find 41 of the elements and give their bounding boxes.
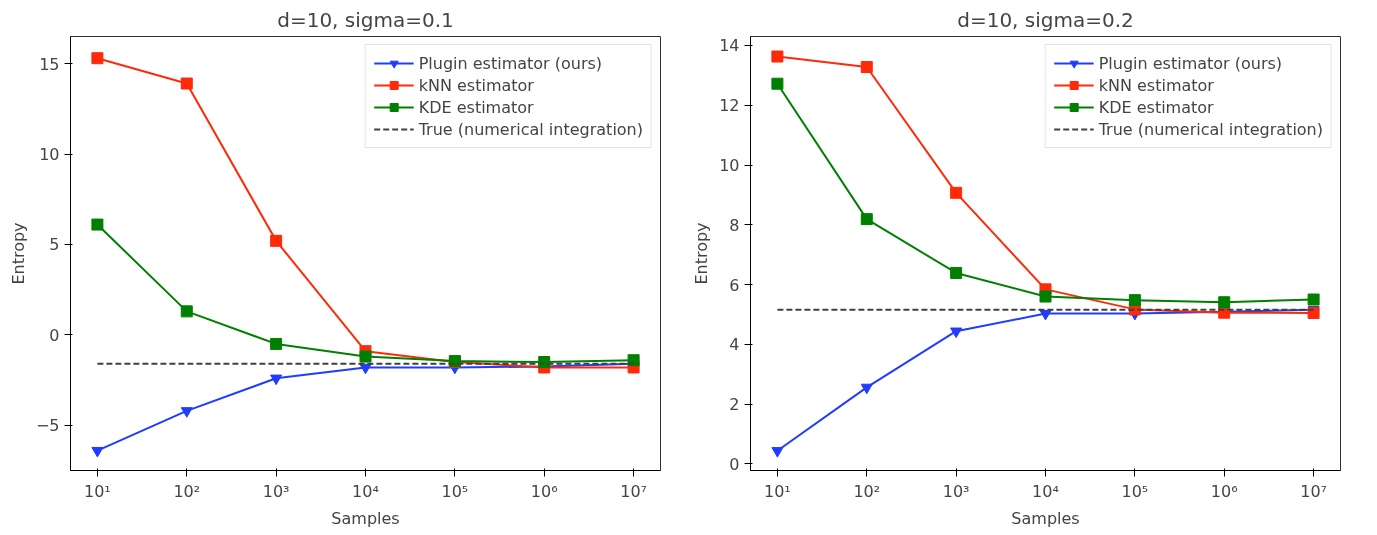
legend-label: Plugin estimator (ours) (418, 53, 603, 73)
y-tick-label: 10 (719, 156, 740, 176)
y-tick-label: −5 (35, 416, 60, 436)
x-tick-label: 10² (853, 481, 881, 501)
x-tick-label: 10⁶ (1210, 481, 1238, 501)
y-tick-label: 14 (719, 36, 740, 56)
legend-label: kNN estimator (418, 75, 534, 95)
y-tick-label: 10 (39, 145, 60, 165)
y-tick-label: 5 (49, 235, 60, 255)
x-tick-label: 10³ (262, 481, 290, 501)
y-tick-label: 12 (719, 96, 740, 116)
x-tick-label: 10⁵ (1121, 481, 1149, 501)
x-tick-label: 10⁷ (1300, 481, 1327, 501)
y-tick-label: 8 (729, 215, 740, 235)
x-tick-label: 10³ (942, 481, 970, 501)
x-tick-label: 10² (173, 481, 201, 501)
legend-label: True (numerical integration) (1098, 119, 1323, 139)
x-tick-label: 10⁷ (620, 481, 647, 501)
legend-label: Plugin estimator (ours) (1098, 53, 1283, 73)
chart-title: d=10, sigma=0.1 (277, 7, 454, 32)
x-axis-title: Samples (1011, 508, 1080, 528)
y-tick-label: 15 (39, 54, 60, 74)
y-tick-label: 0 (729, 454, 740, 474)
x-tick-label: 10⁴ (352, 481, 379, 501)
chart-title: d=10, sigma=0.2 (957, 7, 1134, 32)
legend-label: KDE estimator (418, 97, 534, 117)
x-axis-title: Samples (331, 508, 400, 528)
y-tick-label: 0 (49, 325, 60, 345)
x-tick-label: 10¹ (84, 481, 111, 501)
y-axis-title: Entropy (692, 222, 712, 285)
legend-label: True (numerical integration) (418, 119, 643, 139)
x-tick-label: 10⁵ (441, 481, 469, 501)
x-tick-label: 10⁴ (1032, 481, 1059, 501)
x-tick-label: 10⁶ (530, 481, 558, 501)
legend-label: KDE estimator (1098, 97, 1214, 117)
y-tick-label: 6 (729, 275, 740, 295)
y-axis-title: Entropy (8, 222, 28, 285)
y-tick-label: 4 (729, 335, 740, 355)
y-tick-label: 2 (729, 395, 740, 415)
legend-label: kNN estimator (1098, 75, 1214, 95)
x-tick-label: 10¹ (764, 481, 791, 501)
